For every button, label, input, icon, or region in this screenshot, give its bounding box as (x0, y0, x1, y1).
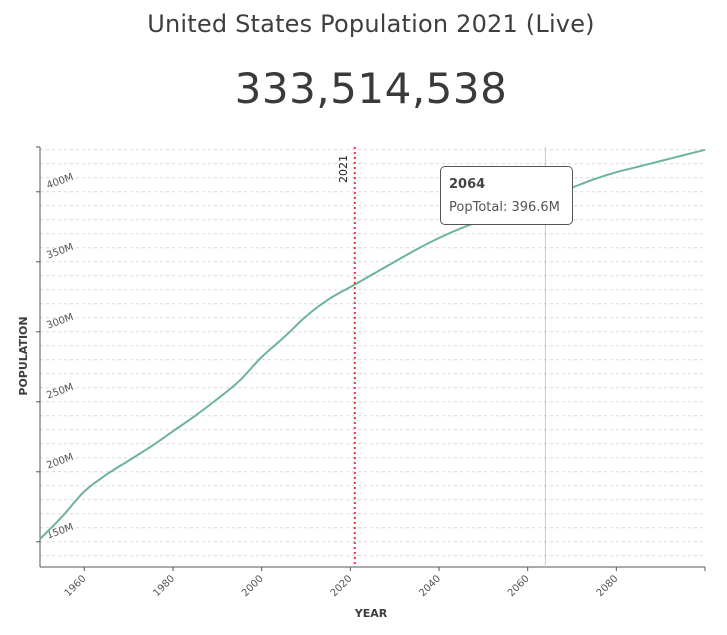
current-year-marker: 2021 (337, 147, 356, 567)
live-population-counter: 333,514,538 (234, 64, 508, 113)
grid-lines (40, 149, 705, 557)
x-tick-label: 2080 (595, 573, 621, 599)
tooltip-title: 2064 (449, 177, 486, 192)
x-tick-label: 1960 (63, 573, 89, 599)
y-tick-label: 350M (45, 242, 75, 262)
series-line-poptotal (39, 148, 706, 540)
x-axis-ticks: 1960 1980 2000 2020 2040 2060 2080 (63, 567, 621, 599)
x-tick-label: 2000 (240, 573, 266, 599)
y-tick-label: 200M (45, 452, 75, 472)
x-tick-label: 2040 (417, 573, 443, 599)
y-tick-label: 400M (45, 172, 75, 192)
x-tick-label: 2060 (506, 573, 532, 599)
current-year-label: 2021 (337, 155, 350, 183)
y-tick-label: 300M (45, 312, 75, 332)
tooltip-value: PopTotal: 396.6M (449, 200, 560, 215)
hover-tooltip: 2064 PopTotal: 396.6M (440, 166, 573, 225)
series-lines (39, 148, 706, 540)
x-tick-label: 2020 (329, 573, 355, 599)
page-title: United States Population 2021 (Live) (147, 10, 595, 38)
y-axis-ticks: 150M 200M 250M 300M 350M 400M (36, 172, 75, 543)
axes (36, 146, 706, 571)
x-tick-label: 1980 (151, 573, 177, 599)
y-tick-label: 250M (45, 382, 75, 402)
y-tick-label: 150M (45, 522, 75, 542)
y-axis-title: POPULATION (17, 316, 30, 395)
x-axis-title: YEAR (354, 607, 388, 620)
